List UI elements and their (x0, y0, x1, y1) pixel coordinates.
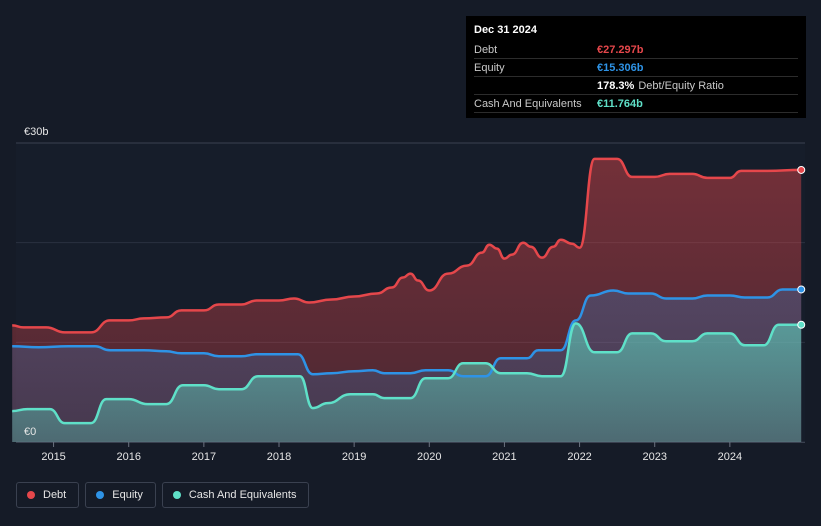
debt-end-point[interactable] (797, 165, 806, 174)
legend-debt-label: Debt (43, 489, 67, 501)
legend: Debt Equity Cash And Equivalents (16, 482, 315, 510)
legend-equity-label: Equity (112, 489, 143, 501)
tooltip-row-equity: Equity €15.306b (474, 60, 798, 77)
tooltip-ratio-label: Debt/Equity Ratio (638, 80, 724, 92)
equity-dot-icon (96, 491, 105, 499)
legend-item-debt[interactable]: Debt (16, 482, 80, 508)
cash-line (12, 322, 802, 425)
cash-end-point[interactable] (797, 320, 806, 329)
x-tick-label: 2022 (567, 451, 591, 463)
tooltip-debt-label: Debt (474, 44, 498, 56)
tooltip-row-ratio: 178.3% Debt/Equity Ratio (474, 78, 798, 95)
tooltip-panel: Dec 31 2024 Debt €27.297b Equity €15.306… (466, 16, 806, 118)
equity-end-point[interactable] (797, 285, 806, 294)
tooltip-row-debt: Debt €27.297b (474, 42, 798, 59)
legend-item-cash[interactable]: Cash And Equivalents (161, 482, 310, 508)
series-layer (12, 157, 806, 442)
tooltip-debt-value: €27.297b (597, 44, 644, 56)
debt-dot-icon (27, 491, 35, 499)
tooltip-equity-label: Equity (474, 62, 505, 74)
x-tick-label: 2018 (267, 451, 291, 463)
x-axis: 2015 2016 2017 2018 2019 2020 2021 2022 2023 2024 (16, 442, 805, 463)
y-tick-label-top: €30b (24, 126, 49, 138)
y-tick-label-bottom: €0 (24, 426, 37, 438)
tooltip-equity-value: €15.306b (597, 62, 644, 74)
x-tick-label: 2020 (417, 451, 441, 463)
x-tick-label: 2023 (642, 451, 666, 463)
tooltip-ratio-value: 178.3% (597, 80, 635, 92)
x-tick-label: 2015 (41, 451, 65, 463)
x-tick-label: 2021 (492, 451, 516, 463)
legend-item-equity[interactable]: Equity (85, 482, 156, 508)
debt-line (12, 157, 802, 334)
tooltip-row-cash: Cash And Equivalents €11.764b (474, 96, 798, 113)
legend-cash-label: Cash And Equivalents (188, 489, 297, 501)
equity-line (12, 288, 802, 378)
tooltip-cash-value: €11.764b (597, 98, 643, 110)
cash-dot-icon (172, 491, 181, 499)
x-tick-label: 2024 (718, 451, 742, 463)
x-tick-label: 2019 (342, 451, 366, 463)
x-tick-label: 2016 (116, 451, 140, 463)
tooltip-date: Dec 31 2024 (474, 24, 537, 36)
tooltip-cash-label: Cash And Equivalents (474, 98, 582, 110)
x-tick-label: 2017 (192, 451, 216, 463)
